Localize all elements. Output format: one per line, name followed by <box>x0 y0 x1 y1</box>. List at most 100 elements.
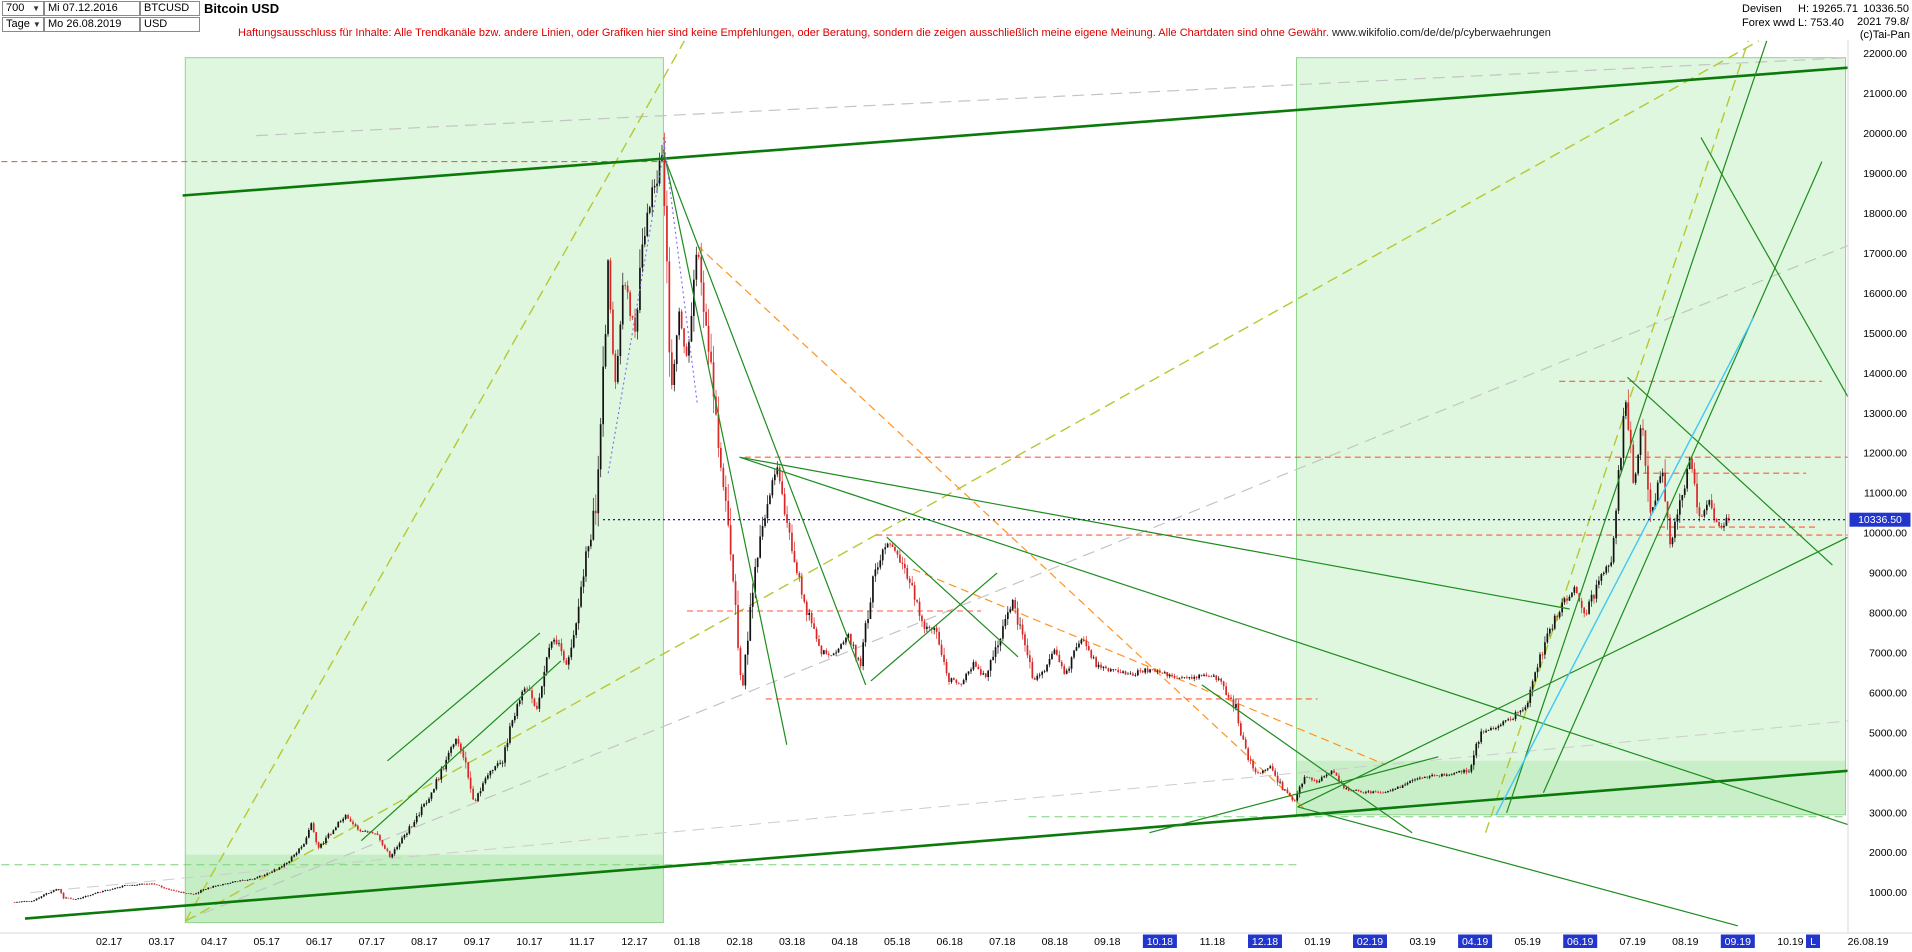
month-label: 02.18 <box>726 936 752 948</box>
price-tick-label: 8000.00 <box>1869 608 1907 620</box>
price-axis: 22000.00 21000.00 20000.00 19000.00 18000.00… <box>1849 48 1911 899</box>
projection-box-2017 <box>184 57 664 924</box>
month-label: 10.17 <box>516 936 542 948</box>
orange-downtrend-inner <box>912 568 1387 766</box>
steep-2019-1 <box>1506 40 1768 813</box>
trend-thick-top <box>182 66 1848 197</box>
month-label: 08.17 <box>411 936 437 948</box>
month-label: 05.18 <box>884 936 910 948</box>
category-label-1: Devisen <box>1742 3 1782 15</box>
symbol-value: BTCUSD <box>144 2 190 14</box>
month-label: 01.19 <box>1304 936 1330 948</box>
copyright-label: (c)Tai-Pan <box>1859 29 1910 41</box>
month-label-highlight <box>1458 934 1493 948</box>
price-tick-label: 11000.00 <box>1864 488 1907 500</box>
price-tick-label: 17000.00 <box>1863 248 1907 260</box>
candles-layer <box>13 132 1730 903</box>
end-date-box[interactable]: Mo 26.08.2019 <box>44 17 140 32</box>
last-marker-highlight <box>1806 934 1820 948</box>
month-label: 09.17 <box>464 936 490 948</box>
plot-area[interactable] <box>1 40 1850 927</box>
currency-value: USD <box>144 18 168 30</box>
month-label: 07.19 <box>1620 936 1646 948</box>
month-label: 06.18 <box>937 936 963 948</box>
month-label: 02.19 <box>1357 936 1383 948</box>
pennant-2018-down <box>886 536 1019 658</box>
month-label: 05.19 <box>1515 936 1541 948</box>
down-from-jun19 <box>1627 376 1833 566</box>
down-top-right <box>1700 137 1848 398</box>
disclaimer-url[interactable]: www.wikifolio.com/de/de/p/cyberwaehrunge… <box>1331 27 1551 39</box>
month-label: 08.19 <box>1672 936 1698 948</box>
period-unit-dropdown[interactable]: Tage ▼ <box>2 17 44 32</box>
month-label: 12.17 <box>621 936 647 948</box>
peak-fall-2 <box>665 161 867 686</box>
month-label: 11.18 <box>1200 936 1226 948</box>
cyan-2019-trend <box>1495 317 1755 816</box>
month-label: 02.17 <box>96 936 122 948</box>
price-tick-label: 12000.00 <box>1863 448 1907 460</box>
price-tick-label: 10000.00 <box>1863 528 1907 540</box>
month-label: 03.19 <box>1409 936 1435 948</box>
yellow-2019-steep <box>1484 40 1749 833</box>
period-count-value: 700 <box>6 2 25 14</box>
yellow-fan-steep <box>184 40 686 922</box>
period-unit-value: Tage <box>6 18 30 30</box>
trend-thick-bottom <box>24 769 1848 920</box>
month-label: 08.18 <box>1042 936 1068 948</box>
month-label: 04.19 <box>1462 936 1488 948</box>
month-label: 10.19 <box>1777 936 1803 948</box>
symbol-box[interactable]: BTCUSD <box>140 1 200 16</box>
month-label: 10.18 <box>1147 936 1173 948</box>
month-label: 04.18 <box>831 936 857 948</box>
month-label-highlight <box>1353 934 1387 948</box>
support-from-dec18 <box>1297 536 1848 808</box>
current-price-tag-label: 10336.50 <box>1858 514 1902 526</box>
price-tick-label: 7000.00 <box>1869 648 1907 660</box>
month-label-highlight <box>1248 934 1282 948</box>
month-label: 04.17 <box>201 936 227 948</box>
peak-fall-1 <box>662 149 788 745</box>
month-label: 03.18 <box>779 936 805 948</box>
chevron-down-icon: ▼ <box>32 4 40 13</box>
start-date-value: Mi 07.12.2016 <box>48 2 118 14</box>
month-label: 09.18 <box>1094 936 1120 948</box>
month-label: 07.18 <box>989 936 1015 948</box>
price-tick-label: 6000.00 <box>1869 687 1907 699</box>
month-label: 06.19 <box>1567 936 1593 948</box>
last-marker-label: L <box>1810 936 1816 948</box>
price-tick-label: 2000.00 <box>1869 847 1907 859</box>
category-label-2: Forex wwd <box>1742 17 1796 29</box>
projection-box-2019 <box>1296 57 1846 816</box>
price-tick-label: 16000.00 <box>1863 288 1907 300</box>
trend-lines-over <box>24 40 1848 927</box>
last-date-label: 26.08.19 <box>1848 936 1889 948</box>
disclaimer-body: Haftungsausschluss für Inhalte: Alle Tre… <box>238 27 1329 39</box>
month-label: 05.17 <box>254 936 280 948</box>
chart-title: Bitcoin USD <box>204 1 280 16</box>
month-label: 01.18 <box>674 936 700 948</box>
yellow-fan-wide <box>184 40 1760 923</box>
violet-blowoff-up <box>607 137 667 474</box>
price-tick-label: 4000.00 <box>1869 767 1907 779</box>
gray-diagonal-long <box>185 244 1848 922</box>
current-price-tag <box>1849 512 1911 527</box>
pennant-2018-up <box>870 572 998 682</box>
price-tick-label: 1000.00 <box>1869 887 1907 899</box>
price-tick-label: 21000.00 <box>1863 88 1907 100</box>
period-count-dropdown[interactable]: 700 ▼ <box>2 1 44 16</box>
start-date-box[interactable]: Mi 07.12.2016 <box>44 1 140 16</box>
chart-boxes <box>184 57 1846 924</box>
time-axis: 02.17 03.17 04.17 05.17 06.17 07.17 08.17 09.17… <box>96 934 1889 948</box>
gray-diagonal-low <box>30 720 1848 894</box>
period-high-label: H: 19265.71 <box>1798 3 1858 15</box>
dec18-down-extension <box>1297 806 1738 927</box>
period-low-label: L: 753.40 <box>1798 17 1844 29</box>
rise-2017-support <box>360 660 562 842</box>
currency-box[interactable]: USD <box>140 17 200 32</box>
price-tick-label: 19000.00 <box>1863 168 1907 180</box>
nov18-breakdown <box>1201 684 1413 834</box>
month-label-highlight <box>1563 934 1598 948</box>
